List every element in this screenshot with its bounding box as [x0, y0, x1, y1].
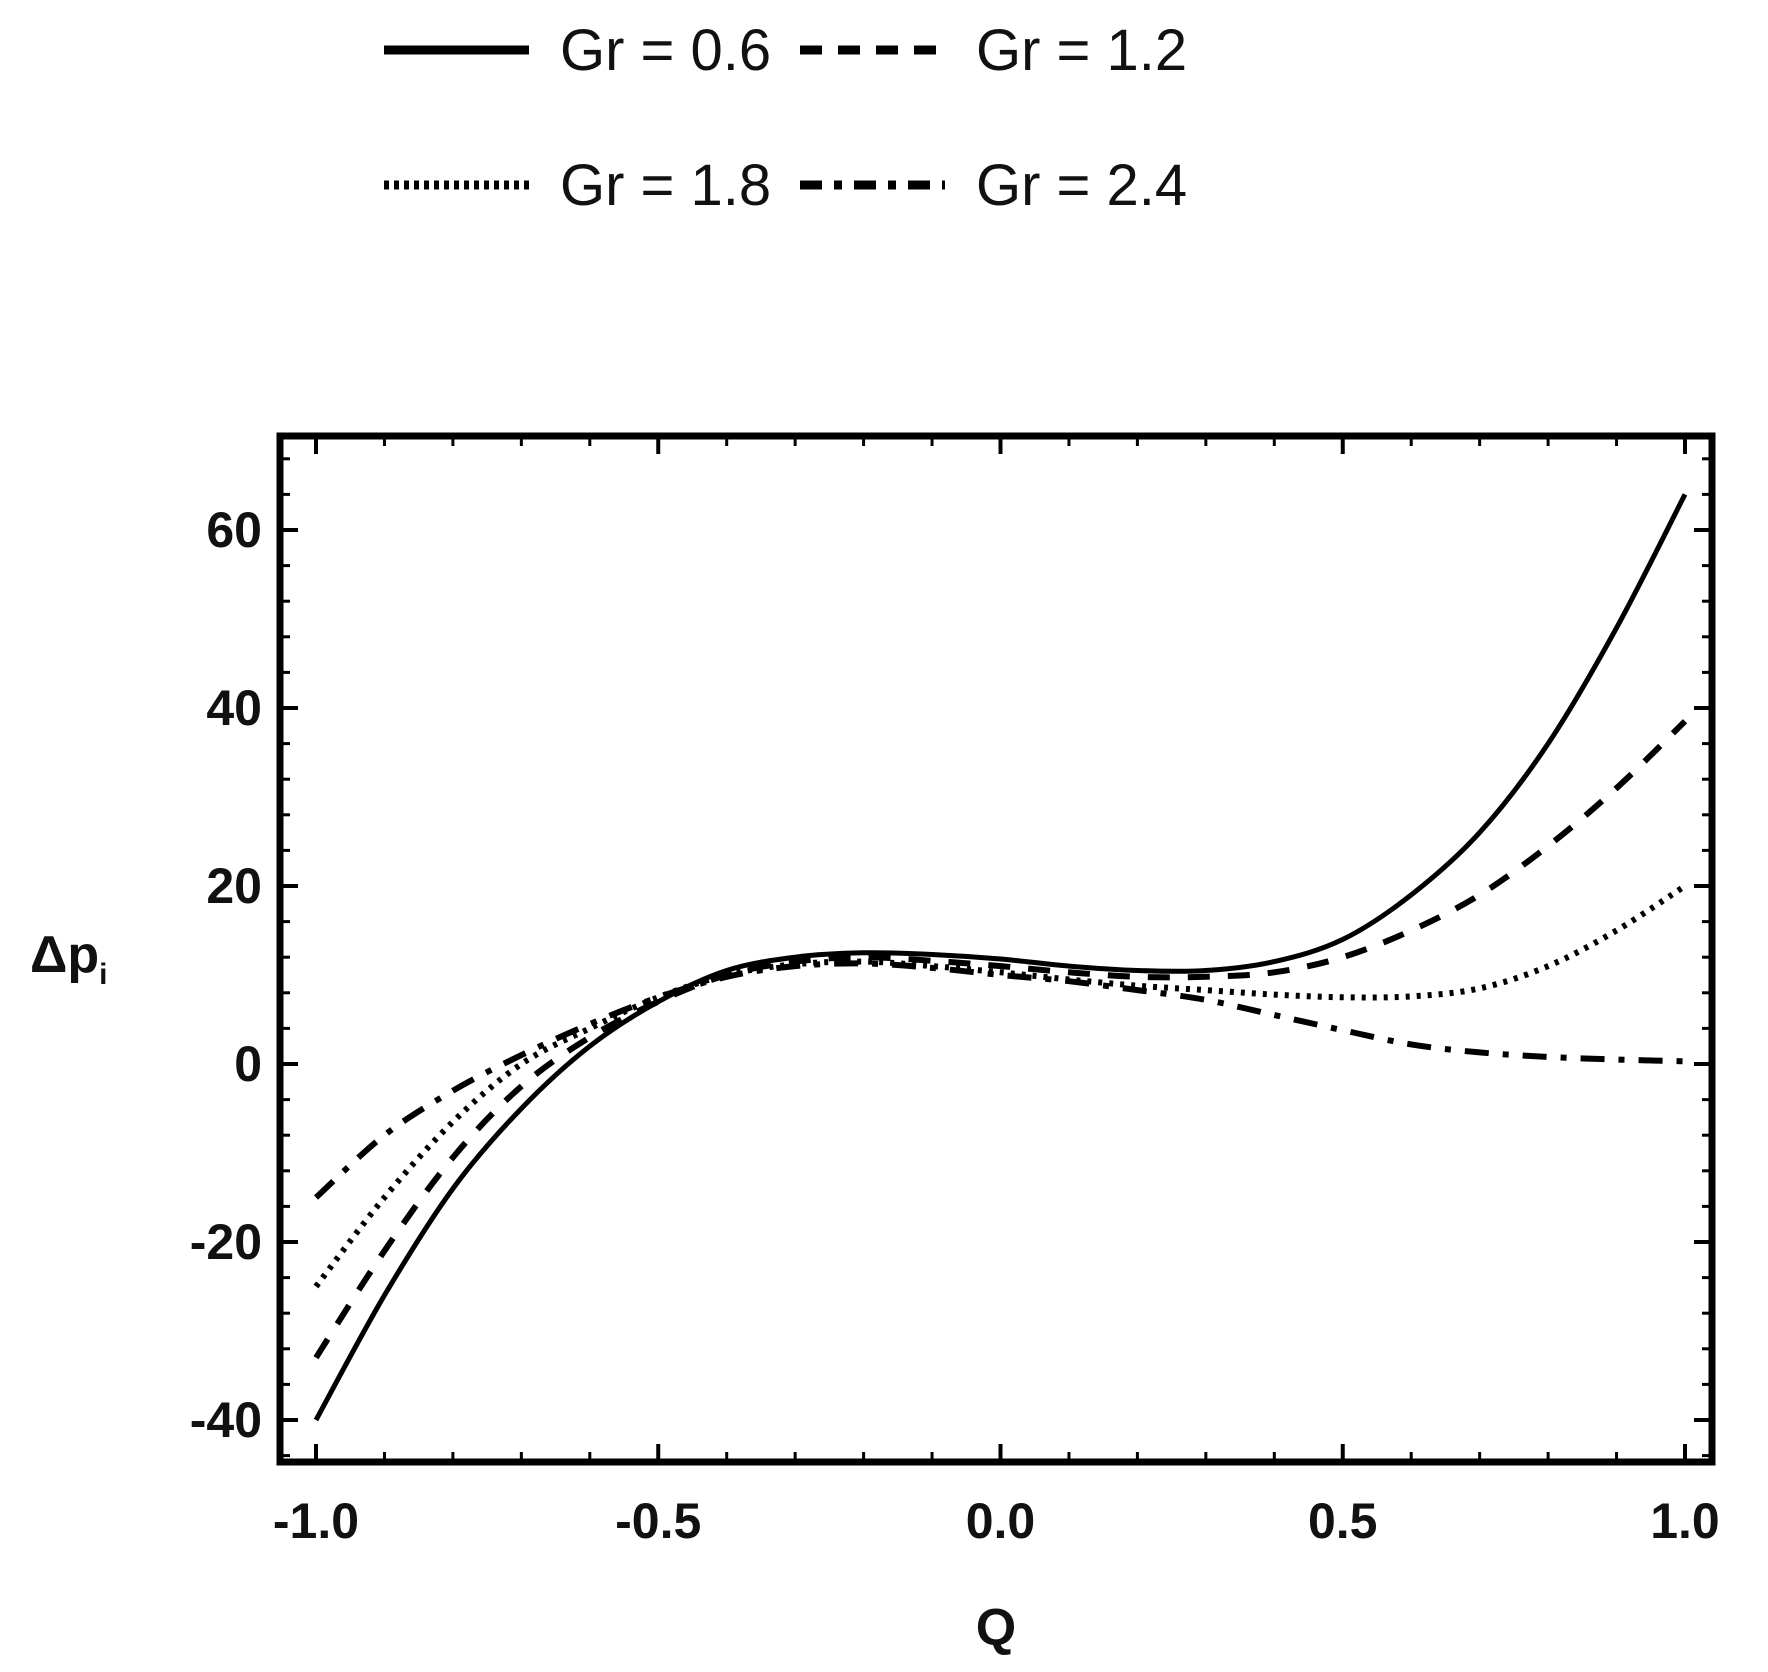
y-tick-label: -20	[190, 1214, 262, 1270]
y-tick-label: 0	[234, 1036, 262, 1092]
x-tick-label: 0.0	[966, 1493, 1036, 1549]
plot-frame	[276, 432, 1716, 1466]
series-lines	[313, 493, 1688, 1422]
x-axis-label: Q	[976, 1599, 1016, 1657]
series-line-4	[313, 960, 1686, 1200]
series-line-2	[313, 719, 1688, 1360]
axis-ticks	[280, 436, 1712, 1462]
y-tick-label: 40	[206, 680, 262, 736]
y-axis-label: Δpi	[30, 926, 107, 991]
y-tick-label: 60	[206, 502, 262, 558]
series-line-1	[313, 493, 1688, 1422]
legend: Gr = 0.6 Gr = 1.2 Gr = 1.8 Gr = 2.4	[384, 18, 1187, 218]
legend-label-3: Gr = 1.8	[560, 153, 771, 218]
y-axis-label-main: Δp	[30, 926, 99, 984]
legend-label-1: Gr = 0.6	[560, 18, 771, 83]
y-tick-label: 20	[206, 858, 262, 914]
tick-labels: -1.0 -0.5 0.0 0.5 1.0 -40 -20 0 20 40 60	[190, 502, 1720, 1549]
legend-label-4: Gr = 2.4	[976, 153, 1187, 218]
x-tick-label: 0.5	[1308, 1493, 1378, 1549]
legend-label-2: Gr = 1.2	[976, 18, 1187, 83]
x-tick-label: -1.0	[273, 1493, 359, 1549]
x-tick-label: 1.0	[1650, 1493, 1720, 1549]
x-tick-label: -0.5	[615, 1493, 701, 1549]
y-axis-label-subscript: i	[99, 958, 107, 991]
y-tick-label: -40	[190, 1392, 262, 1448]
